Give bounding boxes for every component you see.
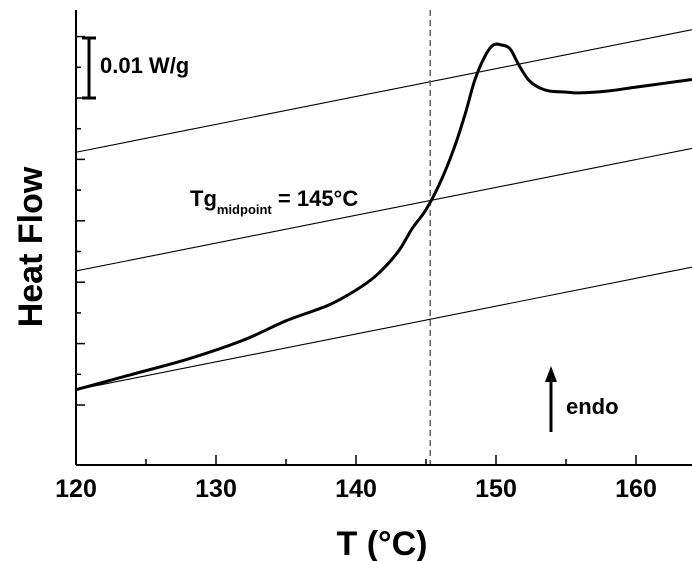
x-tick-label-140: 140 bbox=[335, 475, 377, 503]
endo-indicator: endo bbox=[545, 366, 619, 432]
tg-annotation: Tgmidpoint = 145°C bbox=[190, 186, 358, 217]
endo-label: endo bbox=[566, 394, 619, 419]
x-tick-label-130: 130 bbox=[195, 475, 237, 503]
plot-area bbox=[75, 10, 692, 465]
x-tick-label-120: 120 bbox=[55, 475, 97, 503]
tangent-line-3 bbox=[75, 29, 692, 153]
x-tick-labels: 120 130 140 150 160 bbox=[55, 475, 657, 503]
endo-arrow-head-icon bbox=[545, 366, 557, 382]
dsc-curve-1 bbox=[75, 42, 692, 392]
tangent-line-1 bbox=[75, 266, 692, 391]
x-tick-label-150: 150 bbox=[475, 475, 517, 503]
tangent-line-2 bbox=[75, 147, 692, 272]
y-axis-title: Heat Flow bbox=[12, 166, 50, 327]
y-ticks bbox=[76, 35, 85, 406]
scale-bar: 0.01 W/g bbox=[82, 36, 189, 100]
tg-value: = 145°C bbox=[272, 186, 359, 211]
x-axis-title: T (°C) bbox=[336, 525, 427, 561]
tg-label: Tg bbox=[190, 186, 217, 211]
tg-subscript: midpoint bbox=[217, 202, 273, 217]
scale-bar-label: 0.01 W/g bbox=[100, 53, 189, 78]
x-ticks bbox=[75, 455, 637, 465]
x-tick-label-160: 160 bbox=[615, 475, 657, 503]
